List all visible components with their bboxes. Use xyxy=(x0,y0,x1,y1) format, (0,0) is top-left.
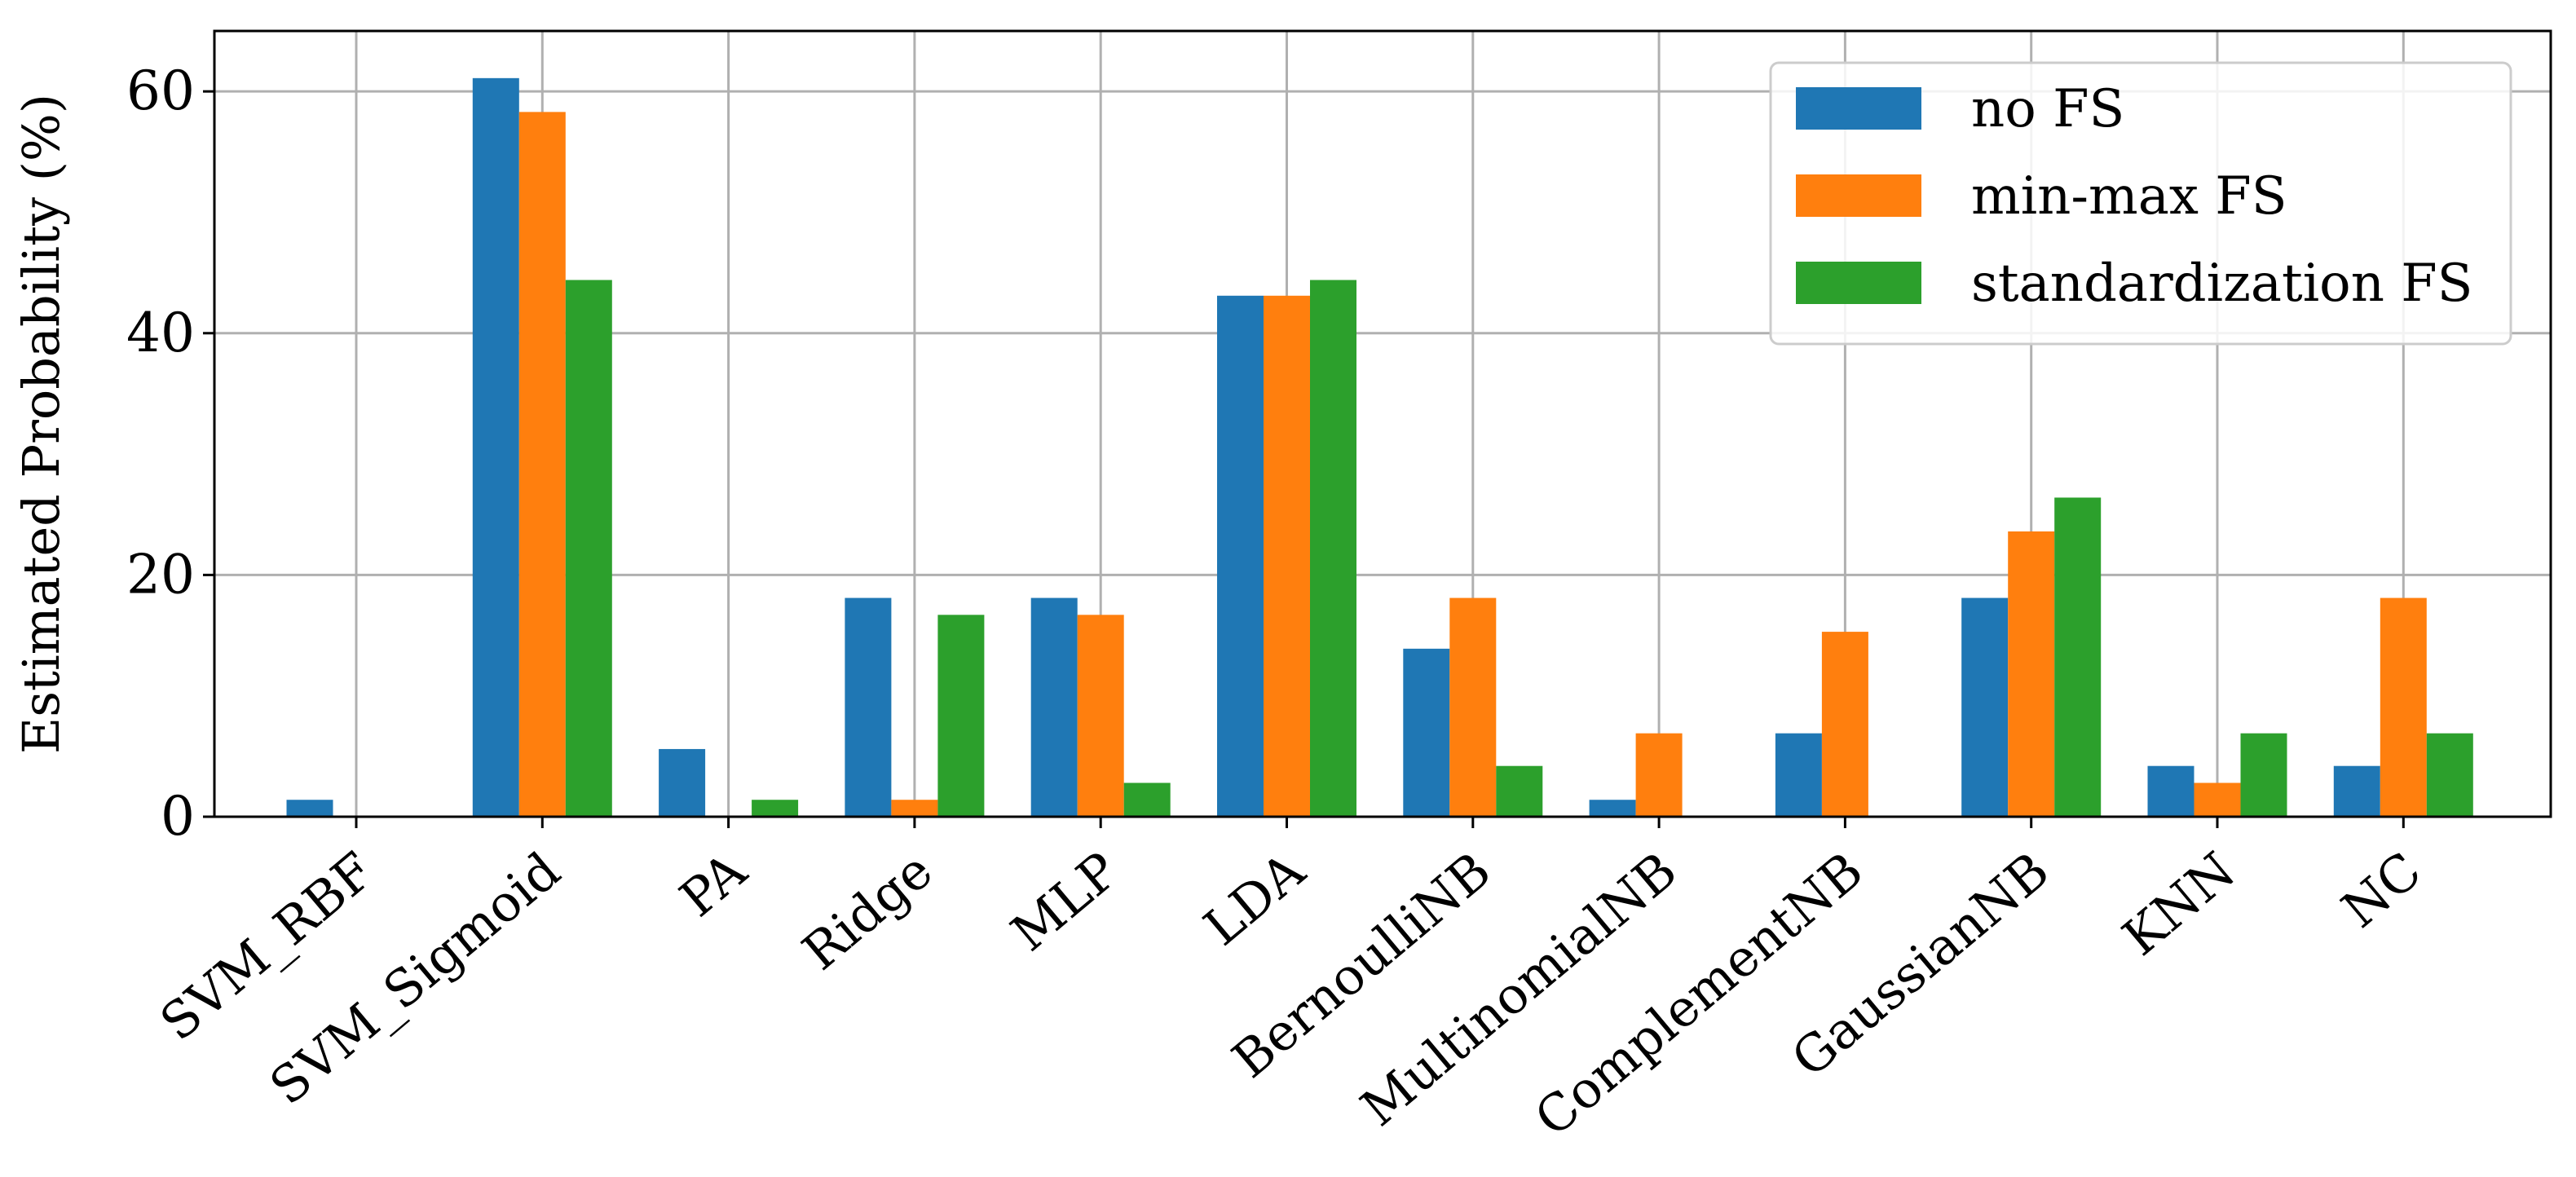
y-tick-label: 60 xyxy=(126,60,195,122)
bar-min-max-fs xyxy=(1821,632,1868,817)
x-tick-label: LDA xyxy=(1193,840,1317,957)
bar-no-fs xyxy=(1775,733,1822,817)
bar-standardization-fs xyxy=(1123,782,1171,817)
bar-standardization-fs xyxy=(565,280,612,817)
bar-no-fs xyxy=(659,748,706,817)
bar-min-max-fs xyxy=(518,112,566,817)
bar-standardization-fs xyxy=(2426,733,2473,817)
x-tick-label: PA xyxy=(668,840,758,928)
bar-min-max-fs xyxy=(1449,597,1497,817)
bars xyxy=(286,77,2473,818)
x-tick-label: MLP xyxy=(1000,840,1130,963)
bar-min-max-fs xyxy=(2194,782,2241,817)
bar-no-fs xyxy=(2147,765,2194,817)
legend-label: no FS xyxy=(1971,79,2124,139)
legend-swatch xyxy=(1796,174,1921,217)
legend-swatch xyxy=(1796,87,1921,130)
bar-standardization-fs xyxy=(752,800,799,817)
bar-min-max-fs xyxy=(2380,597,2427,817)
legend-swatch xyxy=(1796,262,1921,304)
bar-no-fs xyxy=(845,597,892,817)
legend-label: standardization FS xyxy=(1971,253,2473,314)
x-tick-label: MultinomialNB xyxy=(1350,840,1688,1138)
bar-no-fs xyxy=(286,800,333,817)
y-axis-label: Estimated Probability (%) xyxy=(11,94,71,754)
bar-standardization-fs xyxy=(2054,497,2102,817)
bar-standardization-fs xyxy=(2240,733,2287,817)
legend-frame xyxy=(1769,61,2512,346)
x-tick-label: NC xyxy=(2331,840,2433,939)
bar-min-max-fs xyxy=(1077,615,1124,817)
bar-standardization-fs xyxy=(937,615,985,817)
bar-no-fs xyxy=(1589,800,1636,817)
legend-label: min-max FS xyxy=(1971,166,2287,227)
bar-min-max-fs xyxy=(1264,295,1310,818)
legend: no FS min-max FS standardization FS xyxy=(1769,61,2512,346)
y-tick-label: 20 xyxy=(126,543,195,606)
bar-min-max-fs xyxy=(891,800,938,817)
bar-min-max-fs xyxy=(1635,733,1683,817)
y-tick-label: 0 xyxy=(161,785,195,848)
plot-frame xyxy=(213,29,2552,818)
bar-standardization-fs xyxy=(1496,765,1543,817)
x-tick-label: ComplementNB xyxy=(1524,840,1874,1148)
x-tick-label: KNN xyxy=(2111,840,2247,967)
bar-no-fs xyxy=(1403,648,1450,817)
y-tick-label: 40 xyxy=(126,302,195,364)
bar-no-fs xyxy=(2333,765,2380,817)
bar-no-fs xyxy=(1961,597,2009,817)
bar-standardization-fs xyxy=(1310,280,1356,817)
bar-min-max-fs xyxy=(2008,531,2055,817)
x-tick-label: Ridge xyxy=(792,840,944,981)
bar-no-fs xyxy=(1030,597,1078,817)
bar-no-fs xyxy=(472,77,519,818)
bar-no-fs xyxy=(1217,295,1264,818)
